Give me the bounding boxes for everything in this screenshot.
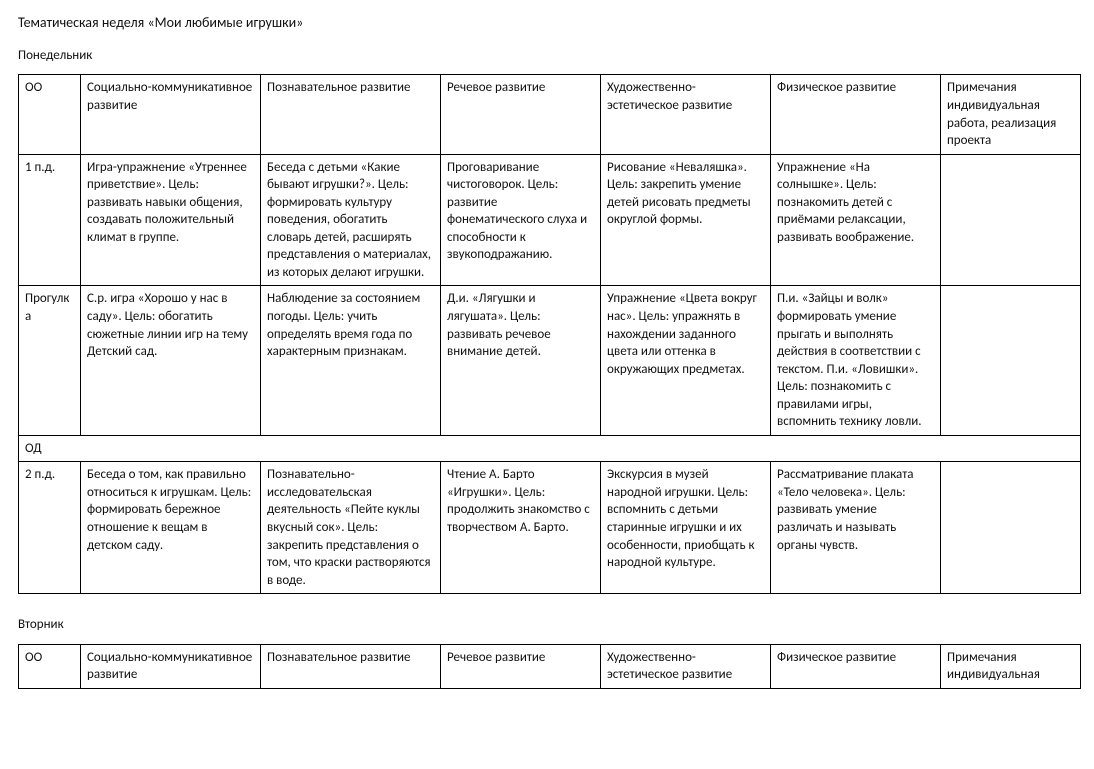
cell: Рисование «Неваляшка». Цель: закрепить у… [601,154,771,286]
cell: Наблюдение за состоянием погоды. Цель: у… [261,286,441,435]
row-label: 2 п.д. [19,462,81,594]
day-heading-monday: Понедельник [18,47,1076,65]
col-header: Примечания индивидуальная работа, реализ… [941,75,1081,154]
schedule-table-monday: ОО Социально-коммуникативное развитие По… [18,74,1081,594]
row-label: Прогулка [19,286,81,435]
cell: Проговаривание чистоговорок. Цель: разви… [441,154,601,286]
table-row: 2 п.д. Беседа о том, как правильно относ… [19,462,1081,594]
cell: Д.и. «Лягушки и лягушата». Цель: развива… [441,286,601,435]
cell: Беседа о том, как правильно относиться к… [81,462,261,594]
cell: Чтение А. Барто «Игрушки». Цель: продолж… [441,462,601,594]
day-heading-tuesday: Вторник [18,616,1076,634]
cell: Беседа с детьми «Какие бывают игрушки?».… [261,154,441,286]
cell: Игра-упражнение «Утреннее приветствие». … [81,154,261,286]
col-header: Художественно-эстетическое развитие [601,644,771,688]
col-header: Физическое развитие [771,75,941,154]
cell: Упражнение «На солнышке». Цель: познаком… [771,154,941,286]
row-label-full: ОД [19,435,1081,462]
row-label: 1 п.д. [19,154,81,286]
col-header: Примечания индивидуальная [941,644,1081,688]
col-header: Речевое развитие [441,75,601,154]
col-header: Физическое развитие [771,644,941,688]
cell: Познавательно-исследовательская деятельн… [261,462,441,594]
document-title: Тематическая неделя «Мои любимые игрушки… [18,14,1076,33]
col-header: Художественно-эстетическое развитие [601,75,771,154]
table-row-span: ОД [19,435,1081,462]
col-header: Речевое развитие [441,644,601,688]
col-header: Познавательное развитие [261,75,441,154]
cell: Экскурсия в музей народной игрушки. Цель… [601,462,771,594]
col-header: Социально-коммуникативное развитие [81,644,261,688]
cell [941,286,1081,435]
schedule-table-tuesday: ОО Социально-коммуникативное развитие По… [18,644,1081,689]
table-header-row: ОО Социально-коммуникативное развитие По… [19,75,1081,154]
cell: Упражнение «Цвета вокруг нас». Цель: упр… [601,286,771,435]
table-header-row: ОО Социально-коммуникативное развитие По… [19,644,1081,688]
table-row: 1 п.д. Игра-упражнение «Утреннее приветс… [19,154,1081,286]
cell: С.р. игра «Хорошо у нас в саду». Цель: о… [81,286,261,435]
col-header: ОО [19,75,81,154]
cell [941,462,1081,594]
cell: П.и. «Зайцы и волк» формировать умение п… [771,286,941,435]
col-header: ОО [19,644,81,688]
col-header: Социально-коммуникативное развитие [81,75,261,154]
cell [941,154,1081,286]
table-row: Прогулка С.р. игра «Хорошо у нас в саду»… [19,286,1081,435]
cell: Рассматривание плаката «Тело человека». … [771,462,941,594]
col-header: Познавательное развитие [261,644,441,688]
